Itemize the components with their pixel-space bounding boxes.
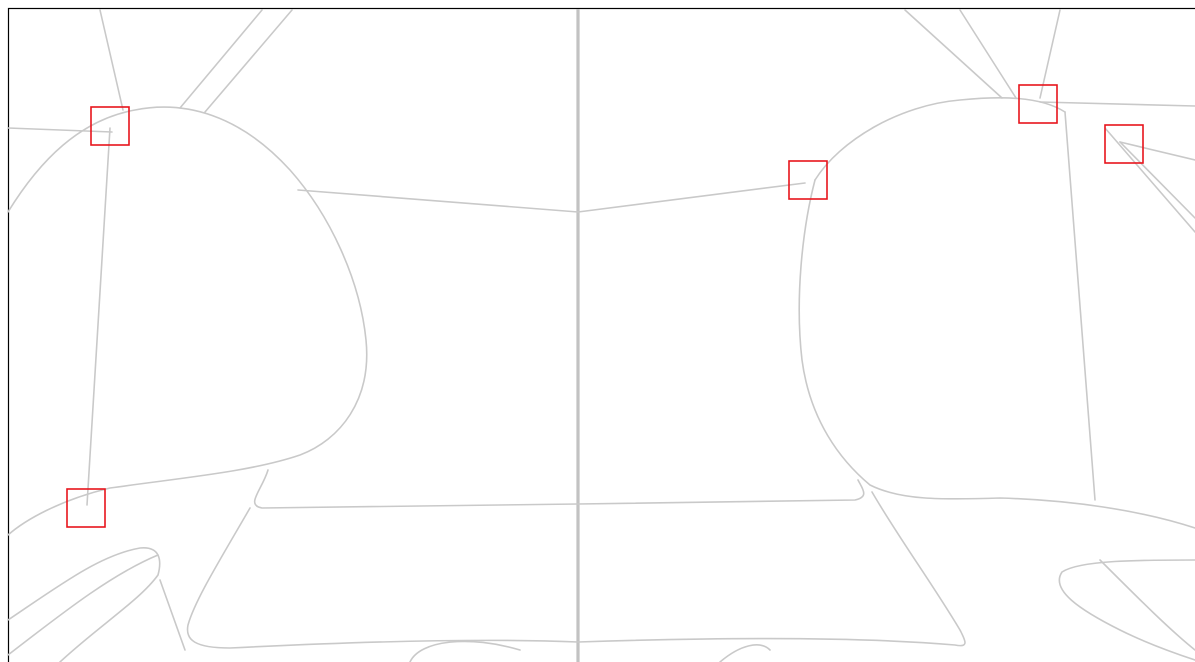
stroke: [1064, 111, 1096, 501]
selection-box: [66, 488, 106, 528]
stroke: [959, 9, 1017, 99]
stroke: [159, 579, 186, 651]
stroke: [1039, 101, 1195, 107]
stroke: [297, 182, 806, 213]
stroke: [1039, 9, 1061, 99]
stroke: [99, 9, 124, 111]
stroke: [7, 127, 113, 133]
stroke: [7, 554, 159, 656]
stroke: [409, 640, 521, 662]
stroke: [1058, 559, 1195, 661]
stroke: [814, 97, 1066, 181]
stroke: [86, 127, 111, 506]
stroke: [179, 9, 263, 109]
stroke: [204, 9, 293, 113]
stroke: [1099, 559, 1195, 651]
stroke: [904, 9, 1003, 99]
drawing: [7, 9, 1195, 662]
stroke: [254, 469, 865, 509]
selection-box: [788, 160, 828, 200]
selection-markers: [66, 84, 1144, 528]
selection-box: [90, 106, 130, 146]
selection-box: [1104, 124, 1144, 164]
left-blob: [7, 106, 368, 536]
canvas-border: [7, 7, 1195, 662]
stroke: [7, 547, 161, 662]
selection-box: [1018, 84, 1058, 124]
stroke: [1119, 141, 1195, 219]
stroke: [1104, 127, 1195, 233]
stroke: [719, 644, 771, 662]
right-blob: [798, 179, 1195, 529]
stroke: [186, 491, 966, 649]
stroke: [1119, 141, 1195, 161]
